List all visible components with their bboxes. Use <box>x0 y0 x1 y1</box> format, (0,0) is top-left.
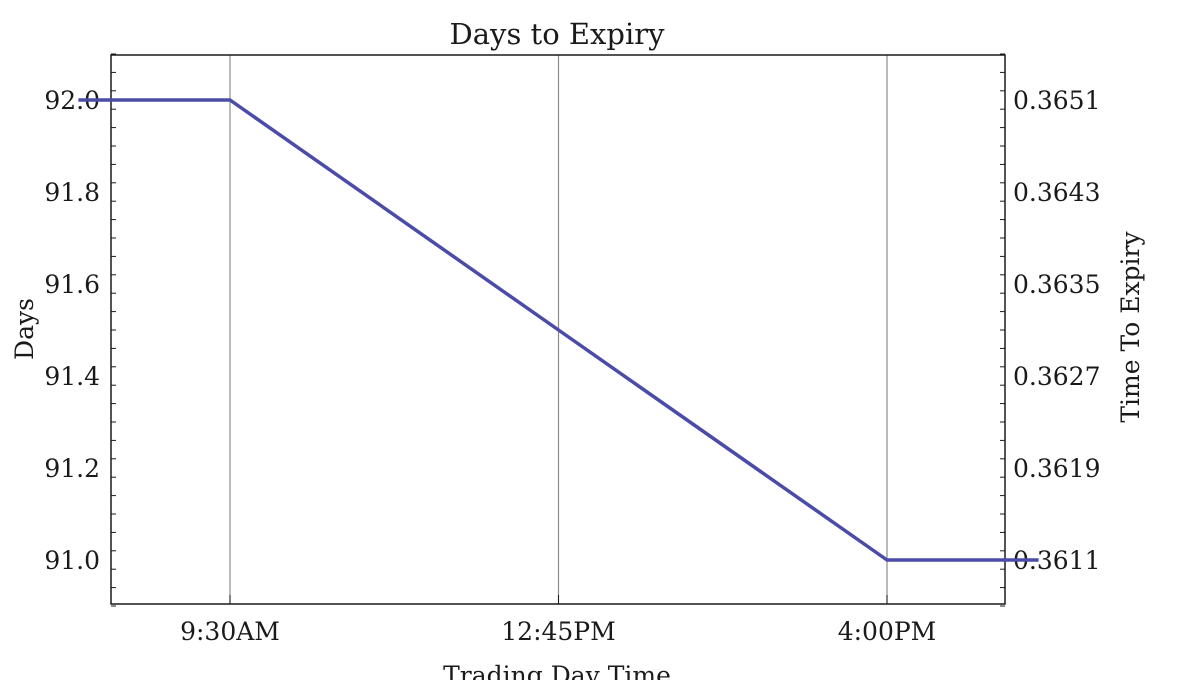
y2-tick-label-1: 0.3619 <box>1013 454 1100 483</box>
x-tick-label-1: 12:45PM <box>501 617 615 646</box>
y2-tick-label-5: 0.3651 <box>1013 86 1100 115</box>
y-tick-label-3: 91.6 <box>44 270 100 299</box>
x-axis-ticks: 9:30AM 12:45PM 4:00PM <box>180 595 936 646</box>
y-tick-label-2: 91.4 <box>44 362 100 391</box>
y2-tick-label-3: 0.3635 <box>1013 270 1100 299</box>
x-tick-label-2: 4:00PM <box>838 617 937 646</box>
series-line-0 <box>78 98 1039 562</box>
chart-title: Days to Expiry <box>450 17 666 51</box>
y-tick-label-1: 91.2 <box>44 454 100 483</box>
series-lines <box>78 98 1039 562</box>
y-tick-label-0: 91.0 <box>44 546 100 575</box>
y-tick-label-4: 91.8 <box>44 178 100 207</box>
y2-tick-label-4: 0.3643 <box>1013 178 1100 207</box>
x-tick-label-0: 9:30AM <box>180 617 280 646</box>
y-axis-label: Days <box>10 298 39 360</box>
y2-tick-label-2: 0.3627 <box>1013 362 1100 391</box>
left-axis-ticks: 91.091.291.491.691.892.0 <box>44 53 116 607</box>
x-axis-label: Trading Day Time <box>443 661 671 680</box>
y2-axis-label: Time To Expiry <box>1116 230 1145 422</box>
